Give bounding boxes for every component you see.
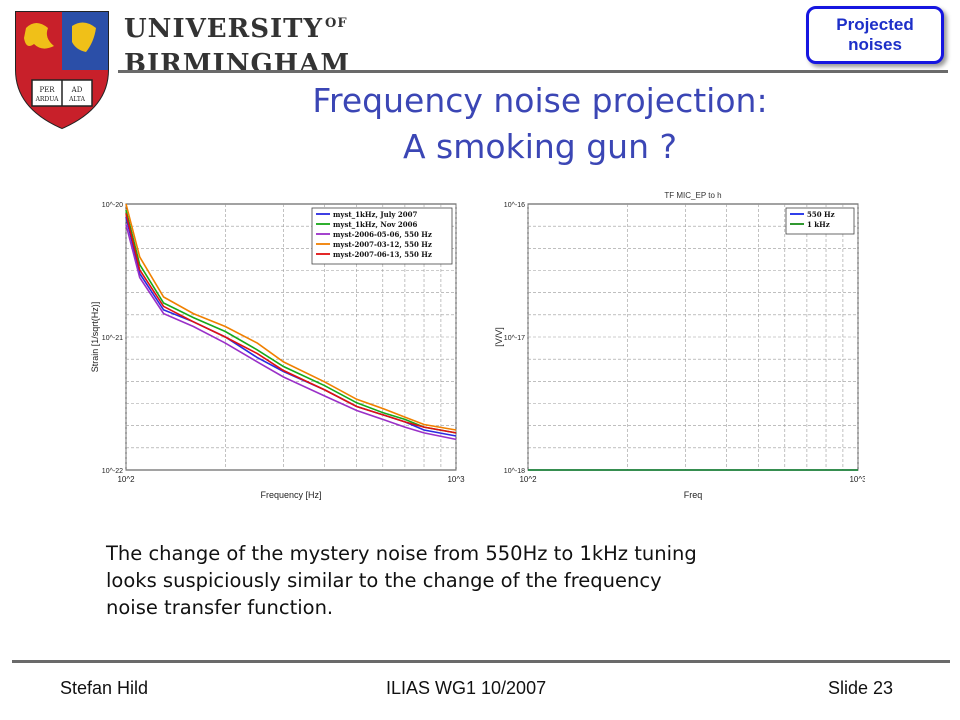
legend-label-1: myst_1kHz, Nov 2006 [333,220,418,229]
footer-author: Stefan Hild [60,678,149,698]
x-tick-label: 10^2 [117,475,135,484]
y-tick-label: 10^-17 [504,335,525,342]
svg-text:ALTA: ALTA [68,96,86,103]
x-axis-label: Freq [684,490,703,500]
legend-label-0: myst_1kHz, July 2007 [333,210,418,219]
series-line-4 [125,213,457,434]
body-line-1: The change of the mystery noise from 550… [106,542,697,565]
section-badge[interactable]: Projected noises [806,6,944,64]
footer-divider [12,660,950,663]
legend-label-3: myst-2007-03-12, 550 Hz [333,240,432,249]
badge-line1: Projected [836,15,914,34]
header-divider [118,70,948,73]
body-line-3: noise transfer function. [106,596,334,619]
body-line-2: looks suspiciously similar to the change… [106,569,662,592]
y-tick-label: 10^-21 [102,335,123,342]
legend-box [311,207,453,265]
y-axis-label: [V/V] [494,327,504,347]
svg-text:AD: AD [71,86,83,94]
series-line-2 [125,224,457,441]
x-tick-label: 10^3 [447,475,465,484]
wordmark-line1: UNIVERSITY [124,14,324,44]
x-tick-label: 10^3 [849,475,865,484]
y-axis-label: Strain [1/sqrt(Hz)] [90,302,100,373]
x-tick-label: 10^2 [519,475,537,484]
badge-line2: noises [848,35,902,54]
title-line1: Frequency noise projection: [312,81,768,120]
chart-title: TF MIC_EP to h [664,191,721,200]
wordmark-line2: BIRMINGHAM [124,49,351,79]
footer-event: ILIAS WG1 10/2007 [386,678,547,698]
legend-box [785,207,855,235]
y-tick-label: 10^-16 [504,202,525,209]
slide-title: Frequency noise projection: A smoking gu… [140,78,940,170]
legend-label-0: 550 Hz [807,210,835,219]
y-tick-label: 10^-18 [504,468,525,475]
title-line2: A smoking gun ? [402,127,677,166]
wordmark-of: OF [325,16,348,31]
x-axis-label: Frequency [Hz] [260,490,321,500]
strain-spectrum-chart: 10^2 10^3 10^-22 10^-21 10^-20 Frequency [Hz]… [86,186,466,502]
y-tick-label: 10^-22 [102,468,123,475]
footer-slide-number: Slide 23 [828,678,894,698]
series-line-3 [125,203,457,431]
legend-label-2: myst-2006-05-06, 550 Hz [333,230,432,239]
university-wordmark: UNIVERSITY OF BIRMINGHAM [124,14,350,79]
legend-label-1: 1 kHz [807,220,830,229]
university-crest-logo: PER ARDUA AD ALTA [15,11,109,130]
legend-label-4: myst-2007-06-13, 550 Hz [333,250,432,259]
svg-text:ARDUA: ARDUA [35,96,60,103]
y-tick-label: 10^-20 [102,202,123,209]
series-line-1 [125,209,457,434]
svg-text:PER: PER [39,86,55,94]
transfer-function-chart: TF MIC_EP to h 10^2 10^3 10^-18 10^-17 10^-16… [490,186,865,502]
slide-body-text: The change of the mystery noise from 550… [106,540,866,621]
